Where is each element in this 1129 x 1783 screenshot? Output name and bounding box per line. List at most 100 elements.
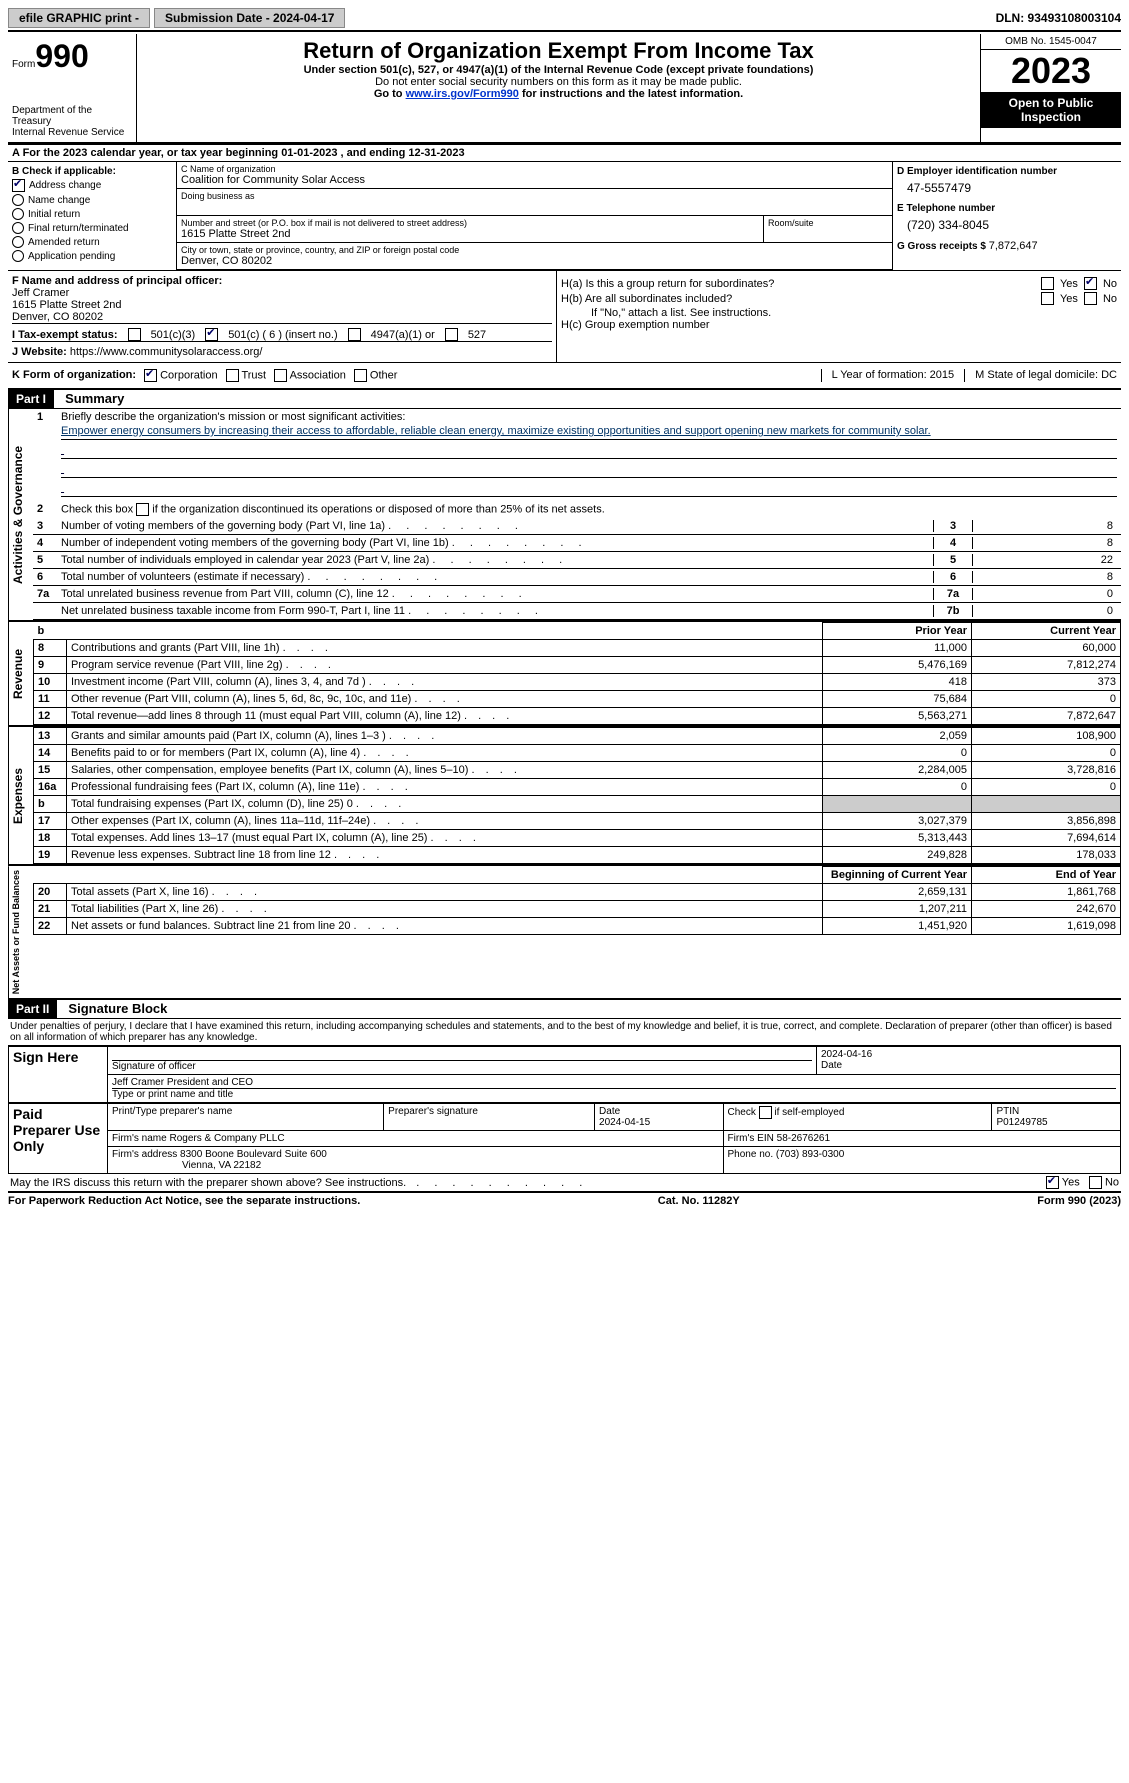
q2-text: Check this box if the organization disco… <box>61 503 605 516</box>
expenses-rows-row-4: bTotal fundraising expenses (Part IX, co… <box>34 796 1121 813</box>
sig-officer-label: Signature of officer <box>112 1061 812 1072</box>
self-employed-chk[interactable] <box>759 1106 772 1119</box>
chk-corp[interactable] <box>144 369 157 382</box>
row-a-tax-year: A For the 2023 calendar year, or tax yea… <box>8 145 1121 162</box>
ein-value: 47-5557479 <box>897 177 1117 203</box>
discuss-yes-chk[interactable] <box>1046 1176 1059 1189</box>
opt-501c: 501(c) ( 6 ) (insert no.) <box>228 329 337 341</box>
dept-treasury: Department of the Treasury <box>12 105 132 127</box>
ein-label: D Employer identification number <box>897 166 1117 177</box>
chk-527[interactable] <box>445 328 458 341</box>
opt-4947: 4947(a)(1) or <box>371 329 435 341</box>
hb-note: If "No," attach a list. See instructions… <box>561 307 1117 319</box>
prep-sig-label: Preparer's signature <box>384 1104 595 1131</box>
chk-trust[interactable] <box>226 369 239 382</box>
sign-here-label: Sign Here <box>9 1047 108 1103</box>
ha-no: No <box>1103 278 1117 290</box>
chk-501c3[interactable] <box>128 328 141 341</box>
column-c: C Name of organization Coalition for Com… <box>177 162 893 270</box>
tax-year: 2023 <box>981 50 1121 92</box>
goto-prefix: Go to <box>374 88 406 100</box>
dba-label: Doing business as <box>181 191 888 201</box>
form-header: Form990 Department of the Treasury Inter… <box>8 34 1121 145</box>
footer-mid: Cat. No. 11282Y <box>658 1195 740 1207</box>
expenses-rows-row-6: 18Total expenses. Add lines 13–17 (must … <box>34 830 1121 847</box>
revenue-rows-row-4: 12Total revenue—add lines 8 through 11 (… <box>34 708 1121 725</box>
activities-vert-label: Activities & Governance <box>8 409 33 620</box>
ha-no-chk[interactable] <box>1084 277 1097 290</box>
ha-yes: Yes <box>1060 278 1078 290</box>
activities-row-2: 5Total number of individuals employed in… <box>33 552 1121 569</box>
footer-right: Form 990 (2023) <box>1037 1195 1121 1207</box>
box-b-chk-4[interactable] <box>12 236 24 248</box>
print-name-label: Print/Type preparer's name <box>108 1104 384 1131</box>
box-b-chk-5[interactable] <box>12 250 24 262</box>
irs-link[interactable]: www.irs.gov/Form990 <box>406 88 519 100</box>
officer-name: Jeff Cramer <box>12 287 552 299</box>
street-label: Number and street (or P.O. box if mail i… <box>181 218 759 228</box>
declaration-text: Under penalties of perjury, I declare th… <box>8 1019 1121 1046</box>
hb-no: No <box>1103 293 1117 305</box>
expenses-block: Expenses 13Grants and similar amounts pa… <box>8 727 1121 866</box>
revenue-block: Revenue bPrior YearCurrent Year 8Contrib… <box>8 622 1121 727</box>
row-m: M State of legal domicile: DC <box>964 369 1117 382</box>
form-subtitle-2: Do not enter social security numbers on … <box>141 76 976 88</box>
box-b-label-5: Application pending <box>28 251 115 262</box>
box-b-label-0: Address change <box>29 180 101 191</box>
ptin-value: P01249785 <box>996 1117 1047 1128</box>
box-b-chk-0[interactable] <box>12 179 25 192</box>
row-klm: K Form of organization: Corporation Trus… <box>8 363 1121 390</box>
activities-row-4: 7aTotal unrelated business revenue from … <box>33 586 1121 603</box>
name-title-label: Type or print name and title <box>112 1089 1116 1100</box>
firm-name-label: Firm's name <box>112 1133 169 1144</box>
efile-print-button[interactable]: efile GRAPHIC print - <box>8 8 150 28</box>
netassets-rows-row-0: 20Total assets (Part X, line 16) . . . .… <box>34 884 1121 901</box>
dept-irs: Internal Revenue Service <box>12 127 132 138</box>
prep-date: 2024-04-15 <box>599 1117 650 1128</box>
footer-left: For Paperwork Reduction Act Notice, see … <box>8 1195 360 1207</box>
discuss-yes: Yes <box>1062 1177 1080 1189</box>
hb-yes-chk[interactable] <box>1041 292 1054 305</box>
box-b-chk-1[interactable] <box>12 194 24 206</box>
expenses-table: 13Grants and similar amounts paid (Part … <box>33 727 1121 864</box>
chk-assoc[interactable] <box>274 369 287 382</box>
firm-phone: (703) 893-0300 <box>776 1149 844 1160</box>
paid-preparer-label: Paid Preparer Use Only <box>9 1104 108 1174</box>
firm-phone-label: Phone no. <box>728 1149 776 1160</box>
row-i-label: I Tax-exempt status: <box>12 329 118 341</box>
ha-yes-chk[interactable] <box>1041 277 1054 290</box>
section-fh: F Name and address of principal officer:… <box>8 271 1121 363</box>
phone-label: E Telephone number <box>897 203 1117 214</box>
phone-value: (720) 334-8045 <box>897 214 1117 240</box>
discuss-no-chk[interactable] <box>1089 1176 1102 1189</box>
gross-value: 7,872,647 <box>989 240 1038 252</box>
omb-number: OMB No. 1545-0047 <box>981 34 1121 50</box>
part-1-title: Summary <box>57 391 124 406</box>
current-year-head: Current Year <box>972 623 1121 640</box>
chk-other[interactable] <box>354 369 367 382</box>
expenses-rows-row-2: 15Salaries, other compensation, employee… <box>34 762 1121 779</box>
discuss-row: May the IRS discuss this return with the… <box>8 1174 1121 1193</box>
part-1-header: Part I Summary <box>8 390 1121 409</box>
hb-label: H(b) Are all subordinates included? <box>561 293 1035 305</box>
box-b-label-4: Amended return <box>28 237 100 248</box>
ha-label: H(a) Is this a group return for subordin… <box>561 278 1035 290</box>
column-h: H(a) Is this a group return for subordin… <box>557 271 1121 362</box>
officer-street: 1615 Platte Street 2nd <box>12 299 552 311</box>
box-b-chk-2[interactable] <box>12 208 24 220</box>
hb-no-chk[interactable] <box>1084 292 1097 305</box>
opt-527: 527 <box>468 329 486 341</box>
prep-date-label: Date <box>599 1106 620 1117</box>
column-f: F Name and address of principal officer:… <box>8 271 557 362</box>
q2-chk[interactable] <box>136 503 149 516</box>
prior-year-head: Prior Year <box>823 623 972 640</box>
hb-yes: Yes <box>1060 293 1078 305</box>
netassets-rows-row-2: 22Net assets or fund balances. Subtract … <box>34 918 1121 935</box>
activities-row-1: 4Number of independent voting members of… <box>33 535 1121 552</box>
activities-row-0: 3Number of voting members of the governi… <box>33 518 1121 535</box>
expenses-rows-row-0: 13Grants and similar amounts paid (Part … <box>34 728 1121 745</box>
chk-4947[interactable] <box>348 328 361 341</box>
revenue-rows-row-1: 9Program service revenue (Part VIII, lin… <box>34 657 1121 674</box>
box-b-chk-3[interactable] <box>12 222 24 234</box>
chk-501c[interactable] <box>205 328 218 341</box>
